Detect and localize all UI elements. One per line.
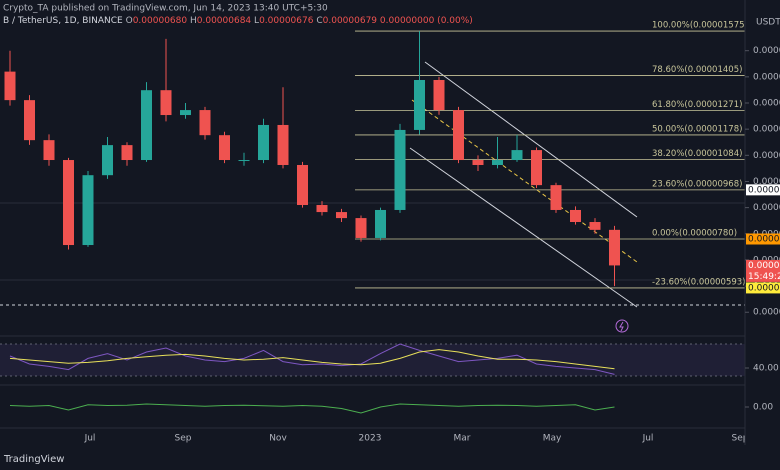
ohlc-value: 0.00000680 xyxy=(133,16,188,26)
candle-body xyxy=(199,110,211,136)
y-tick-label: 0.00001100 xyxy=(753,151,780,161)
fib-label: 78.60%(0.00001405) xyxy=(652,65,742,75)
publisher: Crypto_TA published on TradingView.com, … xyxy=(3,4,328,14)
y-tick-label: 0.00001500 xyxy=(753,46,780,56)
y-tick-label: 0.00000500 xyxy=(753,308,780,318)
candle-body xyxy=(24,100,35,141)
y-tick-label: 0.00001400 xyxy=(753,72,780,82)
x-tick-label: May xyxy=(543,434,562,444)
ohlc-key: C xyxy=(316,16,322,26)
price-tag xyxy=(746,259,780,282)
fib-label: 0.00%(0.00000780) xyxy=(652,229,737,239)
fib-label: 100.00%(0.00001575) xyxy=(652,21,748,31)
channel-line xyxy=(409,147,638,308)
price-tag-label: 0.00000968 xyxy=(748,185,780,195)
candle-body xyxy=(238,160,250,162)
candle-body xyxy=(102,145,113,176)
channel-line xyxy=(424,61,638,218)
candle-body xyxy=(4,71,16,101)
series-line xyxy=(9,349,615,370)
series-line xyxy=(9,343,615,375)
price-tag xyxy=(746,233,780,245)
y-tick-label: 0.00000900 xyxy=(753,203,780,213)
candle-body xyxy=(550,185,562,210)
candle-body xyxy=(141,90,152,161)
price-tag-label: 0.00000593 xyxy=(748,283,780,293)
fib-label: -23.60%(0.00000593) xyxy=(652,277,745,287)
ohlc-value: 0.00000676 xyxy=(259,16,314,26)
candle-body xyxy=(297,164,308,206)
candle-body xyxy=(511,150,523,161)
footer-brand: TradingView xyxy=(3,454,64,465)
candle-body xyxy=(82,175,94,246)
candle-body xyxy=(394,129,406,210)
symbol-line: B / TetherUS, 1D, BINANCE O0.00000680 H0… xyxy=(3,16,473,26)
fib-label: 23.60%(0.00000968) xyxy=(652,179,742,189)
ohlc-key: H xyxy=(190,16,197,26)
candle-body xyxy=(589,222,601,230)
candle-body xyxy=(609,229,620,266)
candle-body xyxy=(277,124,289,165)
x-tick-label: Nov xyxy=(269,434,287,444)
ohlc-key: O xyxy=(126,16,133,26)
x-tick-label: Jul xyxy=(642,434,654,444)
candle-body xyxy=(531,150,542,186)
x-tick-label: Mar xyxy=(454,434,471,444)
candle-body xyxy=(433,79,445,111)
price-tag xyxy=(746,282,780,294)
alert-icon xyxy=(615,319,629,333)
candle-body xyxy=(180,110,191,116)
candle-body xyxy=(121,145,133,161)
band xyxy=(0,344,745,376)
candle-body xyxy=(258,124,269,161)
y-tick-label: 0.00001300 xyxy=(753,99,780,109)
candle-body xyxy=(414,79,425,130)
candle-body xyxy=(63,160,74,246)
axis-layer: 0.00001500 0.00001400 0.00001300 0.00001200… xyxy=(745,46,780,413)
channel-midline xyxy=(411,99,638,263)
change: 0.00000000 (0.00%) xyxy=(380,16,473,26)
ohlc-key: L xyxy=(254,16,259,26)
price-tag-label: 0.00000780 xyxy=(748,235,780,245)
candle-body xyxy=(375,209,386,238)
x-tick-label: Jul xyxy=(84,434,96,444)
price-tag xyxy=(746,184,780,196)
candle-body xyxy=(453,110,464,161)
y-tick-label: 0.00001200 xyxy=(753,125,780,135)
candle-body xyxy=(219,135,230,161)
candle-body xyxy=(316,205,328,213)
candle-body xyxy=(43,140,55,161)
candle-body xyxy=(570,209,581,223)
candle-body xyxy=(355,218,367,238)
footer-bar xyxy=(0,447,780,470)
candle-body xyxy=(160,90,172,116)
candle-body xyxy=(336,212,347,219)
alert-icon-bolt xyxy=(619,321,624,332)
countdown: 15:49:28 xyxy=(748,272,780,282)
x-tick-label: Sep xyxy=(732,434,749,444)
y-tick-label: 0.00001000 xyxy=(753,177,780,187)
x-tick-label: Sep xyxy=(175,434,192,444)
series-line xyxy=(9,403,615,414)
price-tag-label: 0.00000679 xyxy=(748,261,780,271)
y-tick-label: 0.00 xyxy=(753,403,773,413)
ohlc-value: 0.00000679 xyxy=(323,16,378,26)
fib-label: 50.00%(0.00001178) xyxy=(652,124,742,134)
fib-label: 61.80%(0.00001271) xyxy=(652,100,742,110)
ohlc-value: 0.00000684 xyxy=(197,16,252,26)
currency: USDT xyxy=(756,18,780,28)
symbol: B / TetherUS, 1D, BINANCE xyxy=(3,16,123,26)
candle-body xyxy=(472,160,484,165)
plot: 100.00%(0.00001575) 78.60%(0.00001405) 61.… xyxy=(0,21,748,414)
fib-label: 38.20%(0.00001084) xyxy=(652,149,742,159)
candle-body xyxy=(492,160,503,165)
x-tick-label: 2023 xyxy=(359,434,382,444)
y-tick-label: 40.00 xyxy=(753,364,779,374)
